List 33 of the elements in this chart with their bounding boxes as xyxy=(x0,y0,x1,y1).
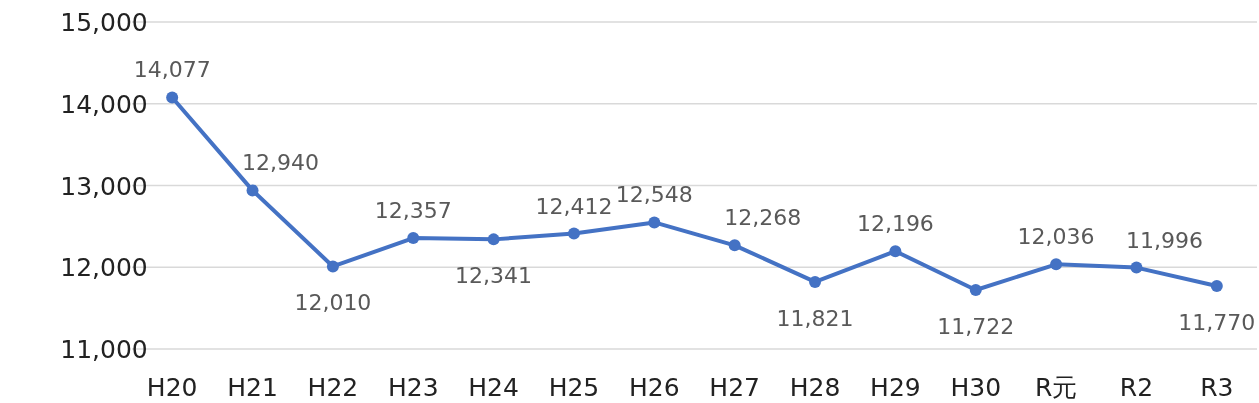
x-tick-label: H29 xyxy=(870,373,921,402)
data-label: 12,268 xyxy=(724,205,802,231)
x-tick-label: H20 xyxy=(146,373,198,402)
y-tick-label: 13,000 xyxy=(60,171,148,201)
data-label: 12,036 xyxy=(1017,224,1095,250)
x-tick-label: R2 xyxy=(1119,373,1154,402)
y-tick-label: 15,000 xyxy=(60,8,148,37)
y-tick-label: 12,000 xyxy=(60,253,148,283)
data-label: 11,996 xyxy=(1125,227,1203,253)
data-label: 12,010 xyxy=(294,290,372,316)
x-tick-label: H24 xyxy=(468,373,519,402)
data-label: 11,770 xyxy=(1178,310,1256,336)
data-label: 12,357 xyxy=(374,198,452,224)
data-label: 11,821 xyxy=(776,305,854,331)
x-tick-label: H27 xyxy=(709,373,760,402)
x-tick-label: H30 xyxy=(950,373,1002,402)
data-label: 12,548 xyxy=(615,182,693,208)
data-label: 11,722 xyxy=(937,313,1015,339)
y-tick-label: 14,000 xyxy=(60,89,148,119)
x-tick-label: R3 xyxy=(1200,373,1234,402)
x-tick-label: H25 xyxy=(548,373,600,402)
x-tick-label: R元 xyxy=(1034,373,1078,402)
data-label: 12,341 xyxy=(455,263,533,289)
x-tick-label: H22 xyxy=(307,373,359,402)
data-label: 14,077 xyxy=(133,57,211,83)
x-tick-label: H26 xyxy=(629,373,680,402)
data-label: 12,196 xyxy=(856,211,934,237)
x-tick-label: H28 xyxy=(789,373,841,402)
data-label: 12,412 xyxy=(535,193,613,219)
x-tick-label: H23 xyxy=(387,373,439,402)
x-tick-label: H21 xyxy=(227,373,278,402)
y-tick-label: 11,000 xyxy=(60,335,148,364)
data-label: 12,940 xyxy=(242,150,320,176)
